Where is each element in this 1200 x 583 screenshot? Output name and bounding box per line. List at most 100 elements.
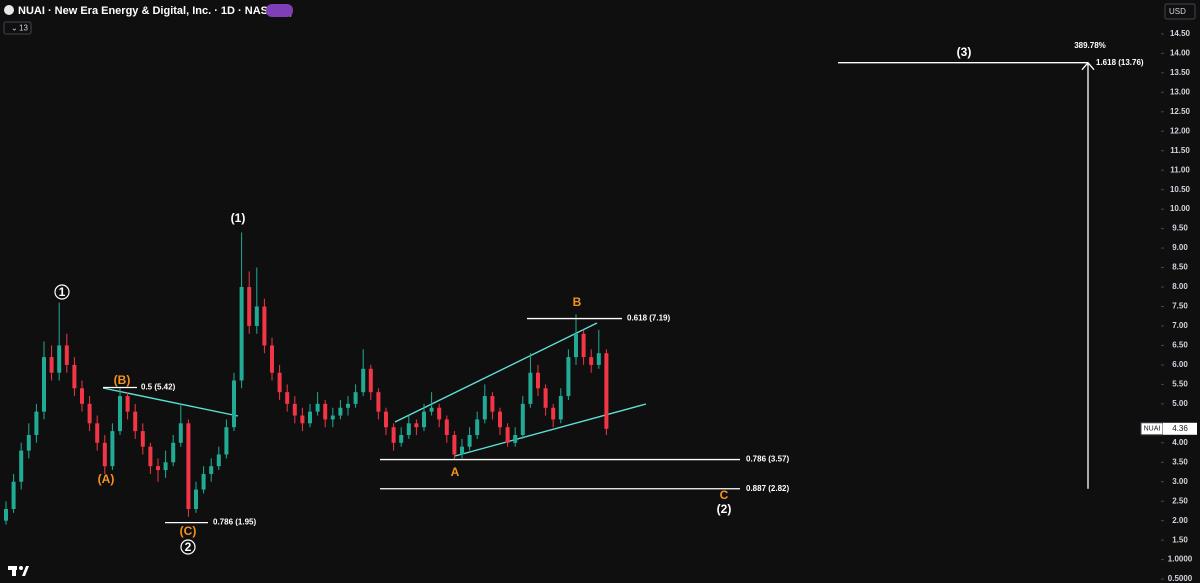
wave-label: 2: [185, 540, 192, 554]
arrow-head: [1081, 61, 1095, 71]
candle-body: [505, 427, 510, 443]
y-tick-label: 9.00: [1172, 243, 1188, 252]
candle-body: [163, 462, 168, 471]
candle-body: [64, 345, 69, 365]
symbol-title: NUAI · New Era Energy & Digital, Inc. · …: [18, 5, 293, 17]
candle-body: [589, 357, 594, 365]
candle-body: [558, 396, 563, 420]
y-tick-label: 3.50: [1172, 457, 1188, 466]
candle-body: [475, 419, 480, 436]
indicators-toggle[interactable]: [3, 21, 32, 35]
candle-body: [498, 411, 502, 428]
candle-body: [330, 415, 335, 420]
candle-body: [11, 481, 16, 510]
wave-circle: [180, 539, 196, 555]
y-tick-label: 9.50: [1172, 224, 1188, 233]
y-tick-label: 8.00: [1172, 282, 1188, 291]
currency-label: USD: [1169, 7, 1186, 16]
candle-body: [384, 411, 388, 428]
candle-body: [232, 380, 236, 428]
candle-body: [270, 345, 274, 373]
candle-body: [80, 388, 84, 404]
y-tick-label: 11.00: [1170, 165, 1190, 174]
wave-label: (C): [180, 524, 197, 538]
candle-body: [178, 423, 183, 443]
candle-body: [422, 411, 426, 428]
candle-body: [254, 306, 259, 326]
candle-body: [490, 396, 495, 412]
candle-body: [551, 407, 556, 420]
wave-label: (A): [98, 472, 115, 486]
candle-body: [406, 423, 411, 436]
y-tick-label: 5.00: [1172, 399, 1188, 408]
candle-body: [368, 368, 373, 393]
candle-body: [209, 466, 214, 474]
candle-body: [239, 287, 244, 381]
candle-body: [353, 392, 358, 404]
price-tag: [1163, 422, 1197, 435]
candle-body: [118, 396, 122, 432]
candle-body: [186, 423, 191, 510]
y-tick-label: 7.50: [1172, 302, 1188, 311]
y-tick-label: 5.50: [1172, 379, 1188, 388]
candle-body: [34, 411, 39, 436]
candle-body: [315, 403, 320, 412]
candle-body: [42, 357, 46, 412]
candle-body: [292, 403, 297, 416]
fib-label: 0.618 (7.19): [627, 314, 670, 323]
y-tick-label: 6.50: [1172, 341, 1188, 350]
y-tick-label: 13.50: [1170, 68, 1191, 77]
candle-body: [574, 333, 578, 358]
candle-body: [444, 419, 449, 436]
price-tag-label: 4.36: [1172, 424, 1188, 433]
wave-circle: [54, 284, 70, 300]
y-tick-label: 12.00: [1170, 126, 1191, 135]
candle-body: [140, 431, 145, 447]
candle-body: [467, 435, 472, 447]
candle-body: [460, 446, 464, 455]
fib-label: 0.786 (1.95): [213, 518, 256, 527]
candle-body: [399, 435, 404, 443]
candle-body: [125, 396, 130, 412]
candle-body: [429, 407, 434, 412]
candle-body: [300, 415, 305, 424]
fib-label: 0.786 (3.57): [746, 455, 789, 464]
y-tick-label: 13.00: [1170, 87, 1191, 96]
candle-body: [262, 306, 267, 346]
symbol-tag-label: NUAI: [1144, 426, 1161, 433]
candle-body: [277, 372, 282, 393]
candle-body: [216, 454, 221, 467]
candle-body: [57, 345, 62, 373]
candle-body: [110, 431, 115, 467]
status-badge[interactable]: [266, 4, 293, 17]
candle-body: [49, 357, 54, 373]
y-tick-label: 10.50: [1170, 185, 1191, 194]
candle-body: [361, 368, 366, 393]
candle-body: [581, 333, 586, 358]
fib-label: 0.887 (2.82): [746, 484, 789, 493]
candle-body: [323, 403, 328, 420]
candle-body: [95, 423, 100, 443]
candle-body: [437, 407, 442, 420]
candle-body: [148, 446, 153, 467]
currency-button[interactable]: [1164, 3, 1196, 20]
candle-body: [87, 403, 92, 424]
indicators-chevron: ⌄: [11, 24, 18, 33]
y-tick-label: 11.50: [1170, 146, 1190, 155]
candle-body: [247, 287, 252, 326]
y-tick-label: 8.50: [1172, 263, 1188, 272]
candle-body: [4, 509, 8, 521]
candle-body: [194, 489, 198, 510]
candle-body: [102, 442, 107, 467]
candle-body: [452, 435, 457, 455]
y-tick-label: 0.5000: [1168, 574, 1193, 583]
wave-label: A: [451, 465, 460, 479]
wave-label: C: [720, 488, 729, 502]
candle-body: [391, 427, 396, 443]
candle-body: [604, 353, 609, 429]
candle-body: [414, 423, 419, 428]
candle-body: [285, 392, 290, 404]
projection-label: 389.78%: [1074, 41, 1106, 50]
candle-body: [308, 411, 312, 424]
